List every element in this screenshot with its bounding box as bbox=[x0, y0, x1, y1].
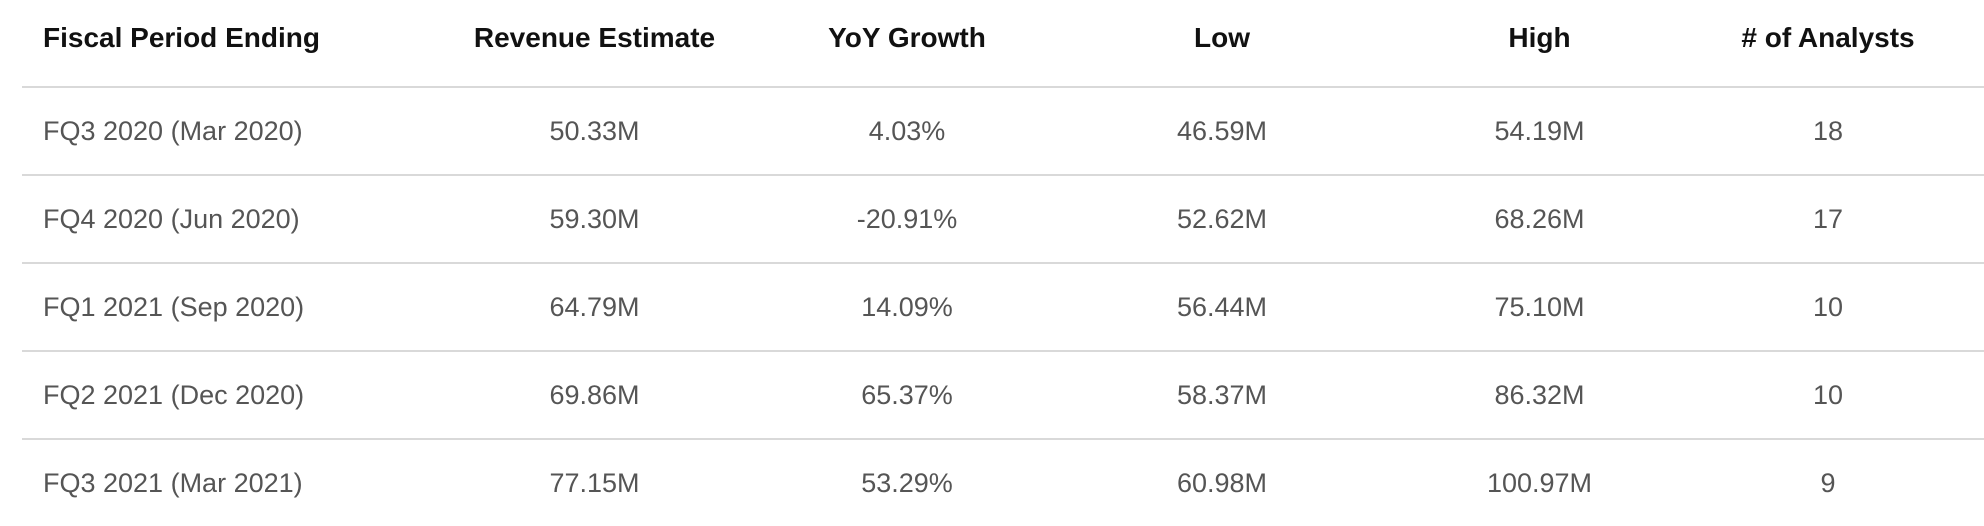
revenue-estimates-table: Fiscal Period Ending Revenue Estimate Yo… bbox=[22, 0, 1984, 526]
cell-low: 56.44M bbox=[1037, 263, 1407, 352]
cell-high: 54.19M bbox=[1407, 87, 1672, 176]
cell-high: 86.32M bbox=[1407, 351, 1672, 440]
header-fiscal-period-ending[interactable]: Fiscal Period Ending bbox=[22, 0, 412, 88]
cell-analysts: 10 bbox=[1672, 263, 1984, 352]
table-row: FQ1 2021 (Sep 2020) 64.79M 14.09% 56.44M… bbox=[22, 263, 1984, 352]
cell-low: 46.59M bbox=[1037, 87, 1407, 176]
header-yoy-growth[interactable]: YoY Growth bbox=[777, 0, 1037, 88]
header-number-of-analysts[interactable]: # of Analysts bbox=[1672, 0, 1984, 88]
header-low[interactable]: Low bbox=[1037, 0, 1407, 88]
cell-fiscal-period: FQ1 2021 (Sep 2020) bbox=[22, 263, 412, 352]
cell-revenue-estimate: 64.79M bbox=[412, 263, 777, 352]
table-row: FQ4 2020 (Jun 2020) 59.30M -20.91% 52.62… bbox=[22, 175, 1984, 264]
cell-high: 100.97M bbox=[1486, 467, 1593, 498]
cell-low: 58.37M bbox=[1037, 351, 1407, 440]
table-header: Fiscal Period Ending Revenue Estimate Yo… bbox=[22, 0, 1984, 88]
cell-analysts: 17 bbox=[1672, 175, 1984, 264]
cell-low: 60.98M bbox=[1176, 467, 1268, 498]
header-high[interactable]: High bbox=[1407, 0, 1672, 88]
cell-revenue-estimate: 59.30M bbox=[412, 175, 777, 264]
table-body: FQ3 2020 (Mar 2020) 50.33M 4.03% 46.59M … bbox=[22, 87, 1984, 526]
cell-yoy-growth: -20.91% bbox=[777, 175, 1037, 264]
cell-high: 68.26M bbox=[1407, 175, 1672, 264]
cell-fiscal-period: FQ3 2020 (Mar 2020) bbox=[22, 87, 412, 176]
cell-yoy-growth: 53.29% bbox=[861, 467, 953, 498]
cell-yoy-growth: 14.09% bbox=[777, 263, 1037, 352]
header-row: Fiscal Period Ending Revenue Estimate Yo… bbox=[22, 0, 1984, 88]
cell-revenue-estimate: 69.86M bbox=[412, 351, 777, 440]
cell-analysts: 18 bbox=[1672, 87, 1984, 176]
cell-low: 52.62M bbox=[1037, 175, 1407, 264]
header-revenue-estimate[interactable]: Revenue Estimate bbox=[412, 0, 777, 88]
table-row: FQ3 2020 (Mar 2020) 50.33M 4.03% 46.59M … bbox=[22, 87, 1984, 176]
table-row: FQ2 2021 (Dec 2020) 69.86M 65.37% 58.37M… bbox=[22, 351, 1984, 440]
cell-fiscal-period: FQ4 2020 (Jun 2020) bbox=[22, 175, 412, 264]
cell-yoy-growth: 65.37% bbox=[777, 351, 1037, 440]
cell-revenue-estimate: 77.15M bbox=[549, 467, 640, 498]
cell-revenue-estimate: 50.33M bbox=[412, 87, 777, 176]
cell-analysts: 10 bbox=[1672, 351, 1984, 440]
cell-fiscal-period: FQ2 2021 (Dec 2020) bbox=[22, 351, 412, 440]
cell-analysts: 9 bbox=[1820, 467, 1836, 498]
table-row: FQ3 2021 (Mar 2021) 77.15M 53.29% 60.98M… bbox=[22, 439, 1984, 526]
cell-fiscal-period: FQ3 2021 (Mar 2021) bbox=[43, 467, 303, 498]
cell-high: 75.10M bbox=[1407, 263, 1672, 352]
cell-yoy-growth: 4.03% bbox=[777, 87, 1037, 176]
